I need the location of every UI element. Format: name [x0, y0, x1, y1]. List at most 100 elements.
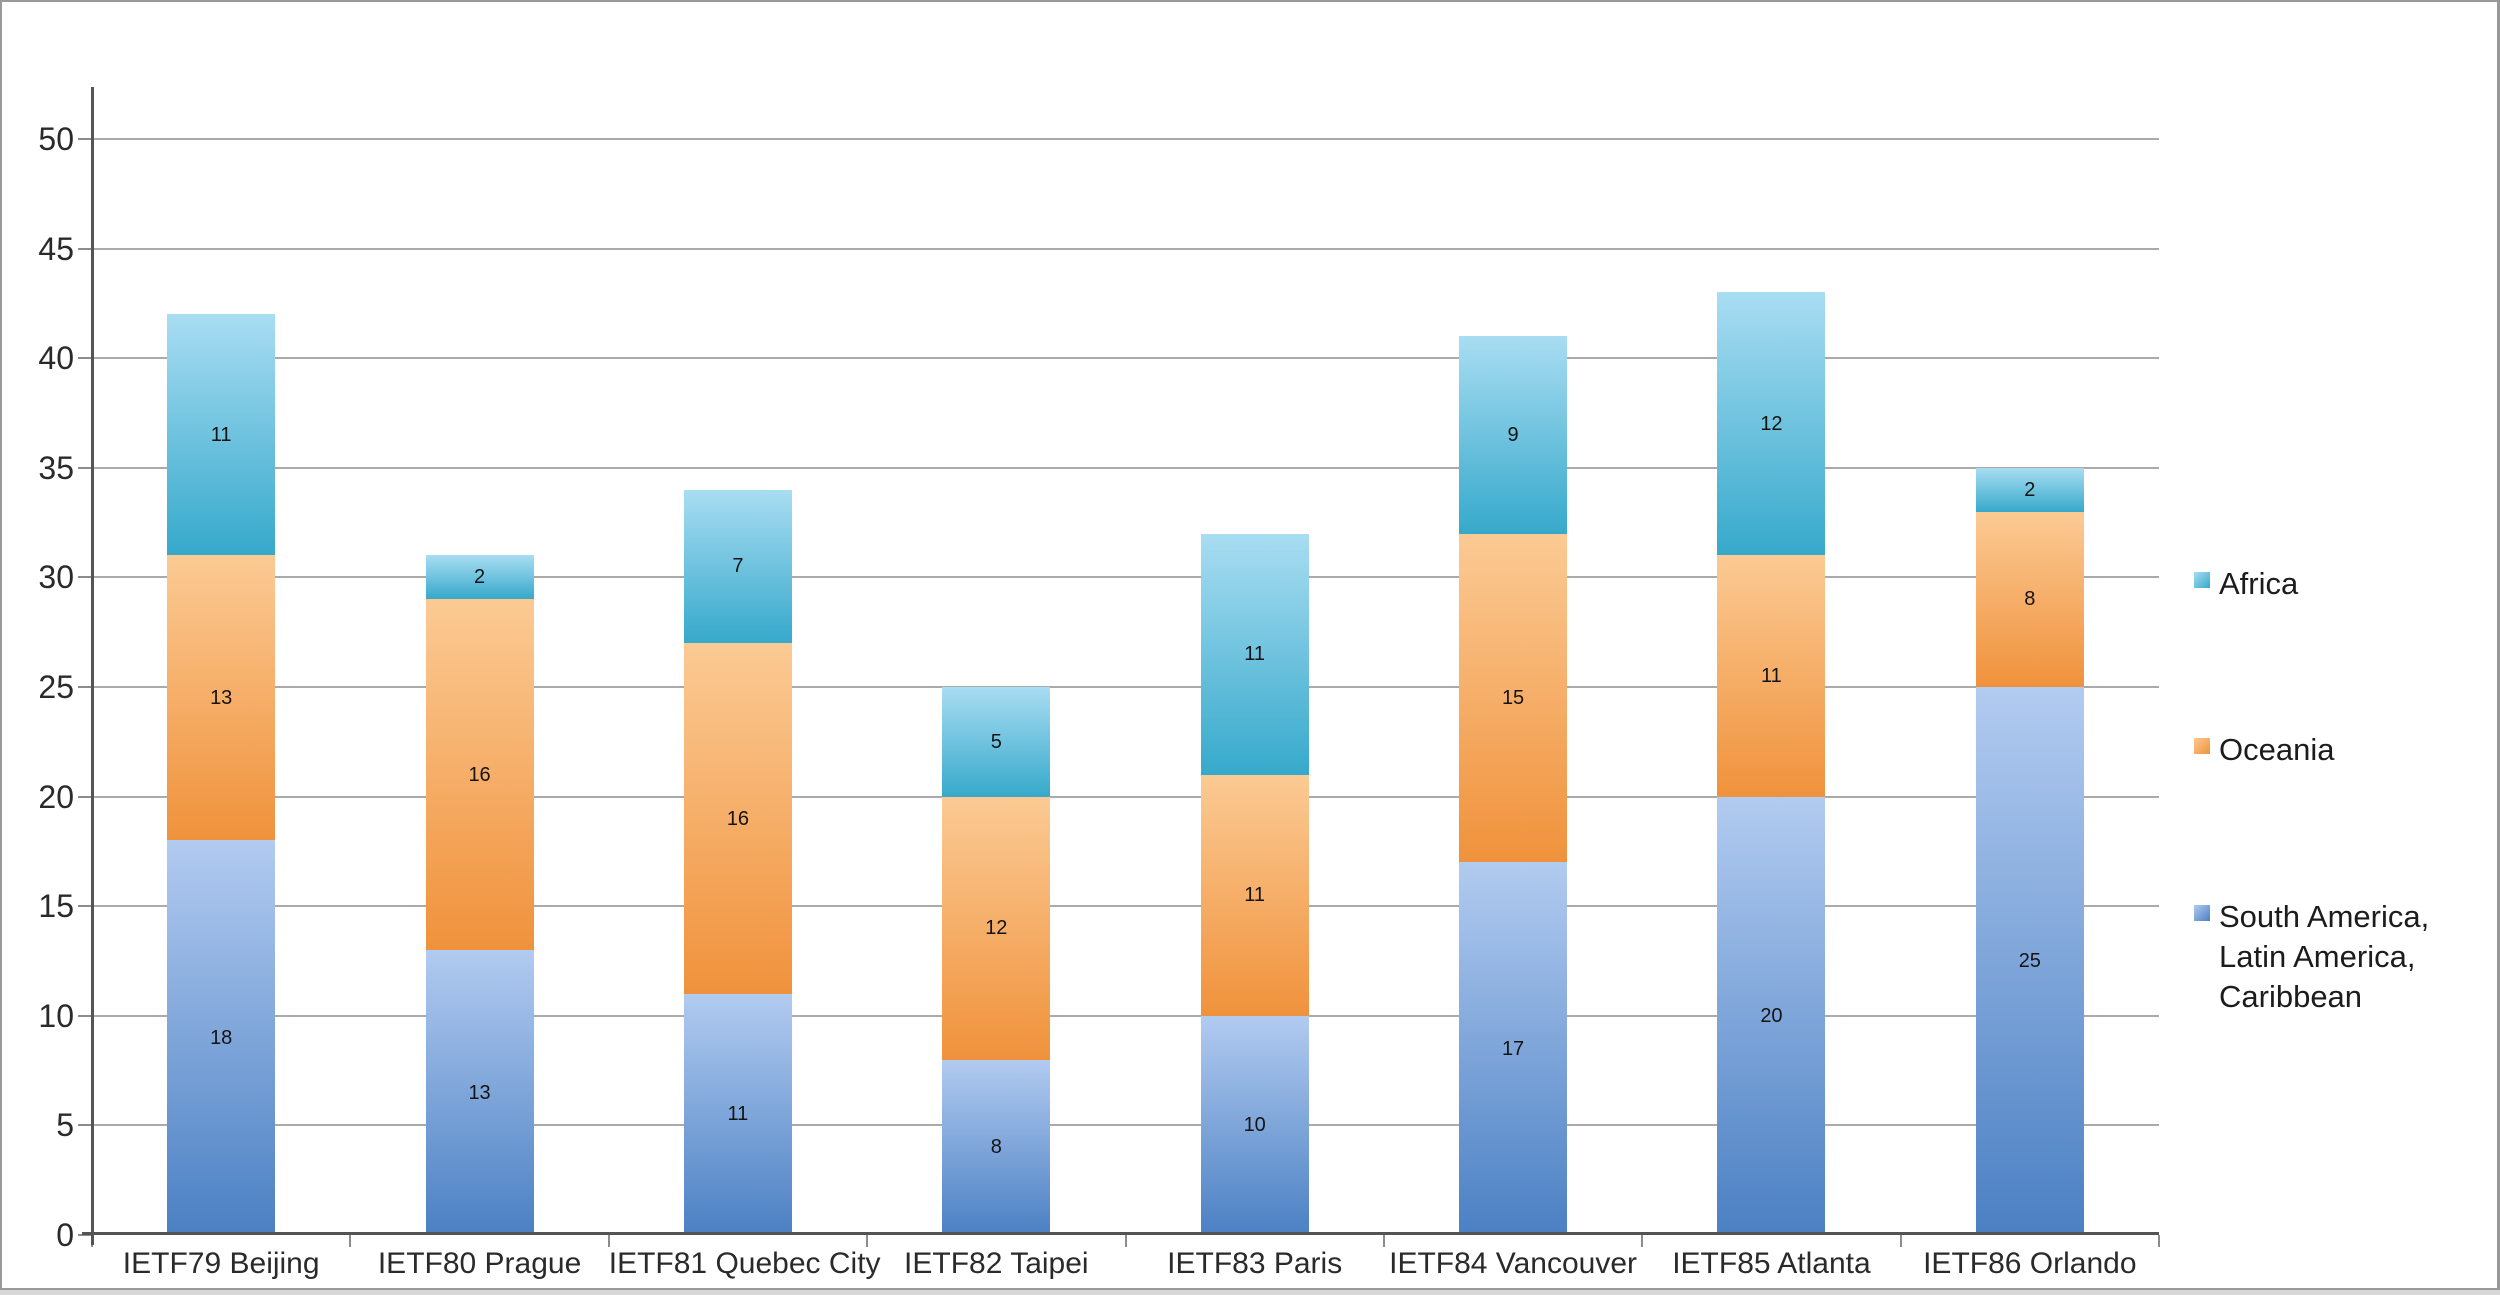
bar-segment-south-america-7: [1717, 796, 1826, 1235]
bar-segment-africa-7: [1717, 292, 1826, 556]
legend-label-africa: Africa: [2219, 566, 2299, 601]
y-axis-label-50: 50: [38, 121, 74, 157]
legend-swatch-south-america-icon: [2194, 904, 2210, 921]
bar-segment-africa-8: [1975, 467, 2084, 512]
x-axis-label-6: IETF84 Vancouver: [1389, 1247, 1638, 1280]
y-axis-tick-25: [78, 686, 92, 688]
legend-item-south-america: South America, Latin America, Caribbean: [2194, 897, 2494, 1018]
y-axis-tick-50: [78, 138, 92, 140]
gridline-y25: [92, 686, 2159, 688]
bar-value-label: 11: [727, 1103, 749, 1126]
gridline-y5: [92, 1124, 2159, 1127]
y-axis-tick-10: [78, 1014, 92, 1017]
y-axis-label-30: 30: [38, 559, 74, 596]
bar-segment-oceania-6: [1459, 533, 1568, 863]
bar-segment-africa-1: [167, 314, 276, 556]
gridline-y10: [92, 1014, 2159, 1017]
legend: Africa Oceania South America, Latin Amer…: [2194, 564, 2494, 1017]
bar-value-label: 5: [990, 730, 1002, 753]
bar-segment-africa-6: [1459, 336, 1568, 534]
y-axis-tick-20: [78, 795, 92, 798]
y-axis-tick-0: [78, 1234, 92, 1236]
gridline-y45: [92, 247, 2159, 250]
y-axis-tick-40: [78, 357, 92, 360]
bar-value-label: 2: [2024, 478, 2036, 501]
y-axis-tick-35: [78, 466, 92, 469]
gridline-y15: [92, 905, 2159, 908]
x-axis-label-7: IETF85 Atlanta: [1672, 1247, 1871, 1280]
gridline-y40: [92, 357, 2159, 360]
bar-segment-oceania-7: [1717, 555, 1826, 797]
x-axis-tick-6: [1641, 1235, 1644, 1247]
x-axis-label-5: IETF83 Paris: [1167, 1247, 1343, 1280]
x-axis-label-4: IETF82 Taipei: [904, 1247, 1089, 1280]
bar-value-label: 11: [1244, 643, 1266, 666]
bar-value-label: 15: [1501, 686, 1525, 709]
x-axis-label-1: IETF79 Beijing: [122, 1247, 320, 1280]
x-axis-label-8: IETF86 Orlando: [1923, 1247, 2137, 1280]
x-axis-tick-4: [1124, 1235, 1127, 1247]
bar-value-label: 13: [468, 1081, 491, 1104]
bar-segment-south-america-4: [942, 1059, 1051, 1235]
y-axis-label-0: 0: [56, 1217, 74, 1253]
x-axis-tick-1: [349, 1235, 352, 1247]
bar-value-label: 8: [990, 1136, 1002, 1159]
bar-value-label: 25: [2018, 950, 2041, 972]
legend-swatch-africa-icon: [2194, 572, 2210, 588]
bar-value-label: 11: [1761, 665, 1782, 688]
bar-value-label: 8: [2024, 588, 2036, 611]
bar-segment-oceania-5: [1200, 774, 1309, 1016]
y-axis-label-5: 5: [56, 1107, 74, 1144]
bar-value-label: 17: [1501, 1037, 1525, 1060]
bar-value-label: 20: [1760, 1004, 1783, 1027]
legend-item-africa: Africa: [2194, 564, 2494, 604]
y-axis-label-45: 45: [38, 230, 74, 267]
bar-value-label: 16: [726, 807, 750, 830]
gridline-y20: [92, 795, 2159, 798]
y-axis-label-35: 35: [38, 449, 74, 486]
y-axis-tick-45: [78, 247, 92, 250]
legend-swatch-oceania-icon: [2194, 738, 2210, 755]
bar-value-label: 11: [1244, 884, 1266, 907]
bar-value-label: 10: [1243, 1114, 1266, 1137]
bar-segment-south-america-5: [1200, 1015, 1309, 1235]
gridline-y35: [92, 466, 2159, 469]
bar-value-label: 12: [985, 917, 1008, 940]
bar-value-label: 9: [1507, 423, 1519, 446]
bar-segment-oceania-4: [942, 796, 1051, 1060]
bar-segment-africa-5: [1200, 533, 1309, 775]
bar-segment-south-america-2: [425, 950, 534, 1235]
x-axis-tick-3: [866, 1235, 869, 1247]
bar-value-label: 18: [210, 1026, 233, 1049]
plot-area: 0 5 10 15 20 25 30 35 40 45 50 18 13 11 IETF79 Beijing…: [38, 87, 2160, 1280]
bar-segment-south-america-3: [683, 993, 792, 1235]
x-axis-label-3: IETF81 Quebec City: [608, 1247, 881, 1280]
x-axis-tick-8: [2158, 1235, 2160, 1247]
y-axis-tick-5: [78, 1124, 92, 1127]
y-axis-label-40: 40: [38, 340, 74, 377]
x-axis-label-2: IETF80 Prague: [377, 1247, 582, 1280]
bar-value-label: 7: [732, 555, 744, 578]
bar-value-label: 11: [210, 423, 232, 446]
bar-segment-oceania-2: [425, 599, 534, 951]
bar-value-label: 13: [210, 686, 233, 709]
legend-label-oceania: Oceania: [2219, 732, 2335, 768]
bar-segment-oceania-1: [167, 555, 276, 841]
y-axis-tick-30: [78, 576, 92, 579]
bar-value-label: 12: [1760, 412, 1783, 435]
y-axis-label-10: 10: [38, 997, 74, 1034]
bar-segment-africa-3: [683, 489, 792, 644]
gridline-y50: [92, 138, 2159, 140]
x-axis-tick-7: [1899, 1235, 1902, 1247]
y-axis-tick-15: [78, 905, 92, 908]
gridline-y30: [92, 576, 2159, 579]
y-axis-line: [91, 87, 94, 1245]
legend-item-oceania: Oceania: [2194, 730, 2494, 770]
bar-segment-oceania-3: [683, 643, 792, 994]
bar-segment-south-america-8: [1975, 687, 2084, 1235]
bar-segment-oceania-8: [1975, 511, 2084, 687]
legend-label-south-america: South America, Latin America, Caribbean: [2219, 898, 2430, 1015]
bar-segment-africa-4: [942, 687, 1051, 797]
